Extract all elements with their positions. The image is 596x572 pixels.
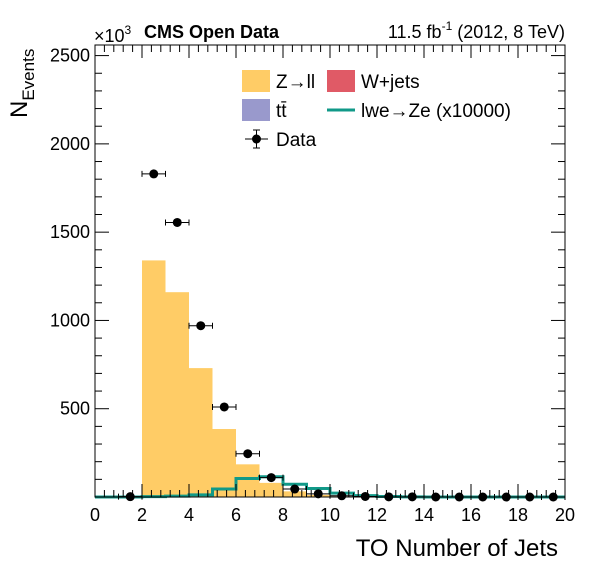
- lumi-value: 11.5 fb: [388, 22, 442, 42]
- experiment-label: CMS Open Data: [144, 22, 280, 42]
- x-tick-label: 16: [461, 505, 481, 525]
- y-axis-title-main: N: [6, 101, 33, 118]
- x-tick-label: 10: [320, 505, 340, 525]
- y-tick-label: 500: [60, 399, 90, 419]
- x-tick-label: 8: [278, 505, 288, 525]
- y-multiplier-exp: 3: [125, 23, 132, 37]
- lumi-exp: -1: [442, 19, 453, 33]
- data-point: [141, 169, 166, 179]
- hist-bar: [283, 491, 307, 497]
- y-multiplier: ×103: [94, 23, 132, 46]
- data-point: [259, 473, 284, 483]
- hist-bar: [189, 368, 213, 497]
- x-tick-label: 2: [137, 505, 147, 525]
- hist-bar: [142, 260, 166, 497]
- legend-signal-label: lwe→Ze (x10000): [361, 101, 511, 122]
- x-tick-label: 6: [231, 505, 241, 525]
- legend-wjets-swatch: [327, 70, 355, 92]
- x-tick-label: 4: [184, 505, 194, 525]
- hist-bar: [236, 464, 260, 497]
- legend-ttbar-swatch: [242, 99, 270, 121]
- y-axis-title: NEvents: [6, 49, 38, 118]
- y-tick-label: 2000: [50, 134, 90, 154]
- legend-wjets-label: W+jets: [361, 72, 420, 93]
- y-tick-label: 2500: [50, 46, 90, 66]
- stacked-histograms: [142, 260, 377, 497]
- lumi-rest: (2012, 8 TeV): [452, 22, 565, 42]
- x-tick-label: 18: [508, 505, 528, 525]
- legend-zll-swatch: [242, 70, 270, 92]
- x-axis-title: TO Number of Jets: [356, 535, 558, 562]
- y-multiplier-base: ×10: [94, 26, 125, 46]
- y-axis-title-sub: Events: [19, 49, 38, 101]
- legend: Z→ll W+jets tt̄ lwe→Ze (x10000) Data: [242, 70, 511, 151]
- x-tick-label: 0: [90, 505, 100, 525]
- x-tick-label: 20: [555, 505, 575, 525]
- hist-bar: [212, 429, 236, 497]
- data-point: [212, 402, 237, 412]
- y-tick-label: 1500: [50, 222, 90, 242]
- legend-data-label: Data: [276, 130, 317, 151]
- data-point: [165, 217, 190, 227]
- lumi-label: 11.5 fb-1 (2012, 8 TeV): [388, 19, 565, 42]
- y-tick-label: 1000: [50, 310, 90, 330]
- data-point: [188, 321, 213, 331]
- y-axis-ticks: 500 1000 1500 2000 2500: [50, 46, 565, 498]
- hist-bar: [259, 482, 283, 497]
- hist-bar: [165, 292, 189, 497]
- legend-zll-label: Z→ll: [276, 72, 315, 93]
- x-tick-label: 14: [414, 505, 434, 525]
- legend-ttbar-label: tt̄: [276, 101, 287, 122]
- data-point: [235, 449, 260, 459]
- x-tick-label: 12: [367, 505, 387, 525]
- legend-data-marker: [245, 129, 268, 149]
- x-axis-ticks: 0 2 4 6 8 10 12 14 16 18 20: [90, 45, 575, 525]
